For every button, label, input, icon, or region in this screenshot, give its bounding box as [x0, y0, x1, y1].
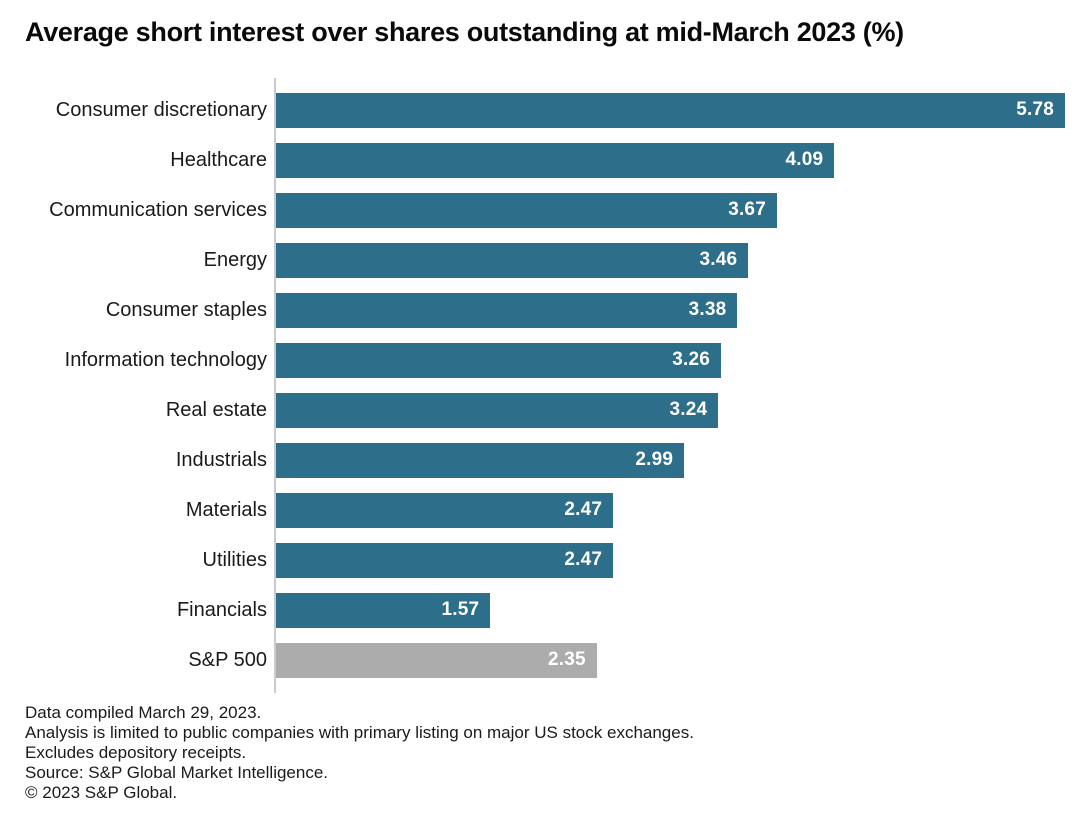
footnote-line: Analysis is limited to public companies …: [25, 723, 694, 742]
category-label: S&P 500: [188, 648, 267, 671]
footnote-line: Source: S&P Global Market Intelligence.: [25, 763, 329, 782]
bar: 3.38: [276, 292, 738, 328]
bar-value-label: 3.38: [688, 299, 727, 320]
bar: 3.26: [276, 342, 721, 378]
bar-value-label: 2.47: [564, 549, 603, 570]
bar-track: 3.38: [276, 292, 1065, 328]
bar-value-label: 3.46: [699, 249, 738, 270]
bar-value-label: 4.09: [785, 149, 824, 170]
footnotes: Data compiled March 29, 2023. Analysis i…: [25, 703, 1065, 803]
bar-track: 3.24: [276, 392, 1065, 428]
bar-row: Financials 1.57: [25, 585, 1065, 635]
bar-value-label: 2.35: [548, 649, 586, 670]
footnote-line: © 2023 S&P Global.: [25, 783, 178, 802]
bar-row: Consumer staples 3.38: [25, 285, 1065, 335]
footnote-line: Data compiled March 29, 2023.: [25, 703, 262, 722]
bar-row: Consumer discretionary 5.78: [25, 85, 1065, 135]
bar-row: Utilities 2.47: [25, 535, 1065, 585]
bar-value-label: 2.47: [564, 499, 603, 520]
category-label: Consumer discretionary: [55, 98, 267, 121]
category-label: Materials: [185, 498, 267, 521]
bar-row: Healthcare 4.09: [25, 135, 1065, 185]
bar-row: Information technology 3.26: [25, 335, 1065, 385]
bar-rows: Consumer discretionary 5.78 Healthcare 4.09…: [25, 78, 1065, 693]
bar-track: 3.46: [276, 242, 1065, 278]
bar-row: Communication services 3.67: [25, 185, 1065, 235]
category-label: Utilities: [202, 548, 267, 571]
bar: 5.78: [276, 92, 1065, 128]
bar-value-label: 1.57: [441, 599, 480, 620]
bar: 3.67: [276, 192, 777, 228]
bar-track: 3.26: [276, 342, 1065, 378]
bar-row: S&P 500 2.35: [25, 635, 1065, 685]
category-label: Consumer staples: [105, 298, 267, 321]
bar-value-label: 5.78: [1016, 99, 1054, 120]
bar-row: Real estate 3.24: [25, 385, 1065, 435]
category-label: Industrials: [175, 448, 267, 471]
bar-row: Energy 3.46: [25, 235, 1065, 285]
bar-row: Industrials 2.99: [25, 435, 1065, 485]
bar-track: 2.99: [276, 442, 1065, 478]
bar: 4.09: [276, 142, 835, 178]
bar-value-label: 3.67: [728, 199, 766, 220]
bar: 3.46: [276, 242, 749, 278]
bar-track: 1.57: [276, 592, 1065, 628]
category-label: Communication services: [49, 198, 267, 221]
category-label: Healthcare: [170, 148, 267, 171]
bar: 3.24: [276, 392, 719, 428]
bar-chart: Consumer discretionary 5.78 Healthcare 4.09…: [25, 78, 1065, 693]
bar: 2.99: [276, 442, 685, 478]
bar-track: 2.47: [276, 542, 1065, 578]
bar-row: Materials 2.47: [25, 485, 1065, 535]
bar-track: 2.47: [276, 492, 1065, 528]
category-label: Real estate: [165, 398, 267, 421]
bar-track: 2.35: [276, 642, 1065, 678]
bar: 1.57: [276, 592, 491, 628]
bar-track: 4.09: [276, 142, 1065, 178]
bar: 2.47: [276, 542, 614, 578]
bar-value-label: 2.99: [635, 449, 674, 470]
footnote-line: Excludes depository receipts.: [25, 743, 247, 762]
bar-track: 3.67: [276, 192, 1065, 228]
category-label: Financials: [176, 598, 267, 621]
benchmark-bar: 2.35: [276, 642, 597, 678]
y-axis-line: [274, 78, 276, 693]
bar: 2.47: [276, 492, 614, 528]
bar-value-label: 3.24: [669, 399, 708, 420]
category-label: Energy: [203, 248, 267, 271]
category-label: Information technology: [64, 348, 267, 371]
chart-title: Average short interest over shares outst…: [25, 17, 904, 47]
bar-value-label: 3.26: [672, 349, 710, 370]
bar-track: 5.78: [276, 92, 1065, 128]
